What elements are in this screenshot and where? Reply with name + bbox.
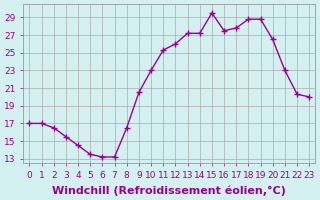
X-axis label: Windchill (Refroidissement éolien,°C): Windchill (Refroidissement éolien,°C) xyxy=(52,185,286,196)
